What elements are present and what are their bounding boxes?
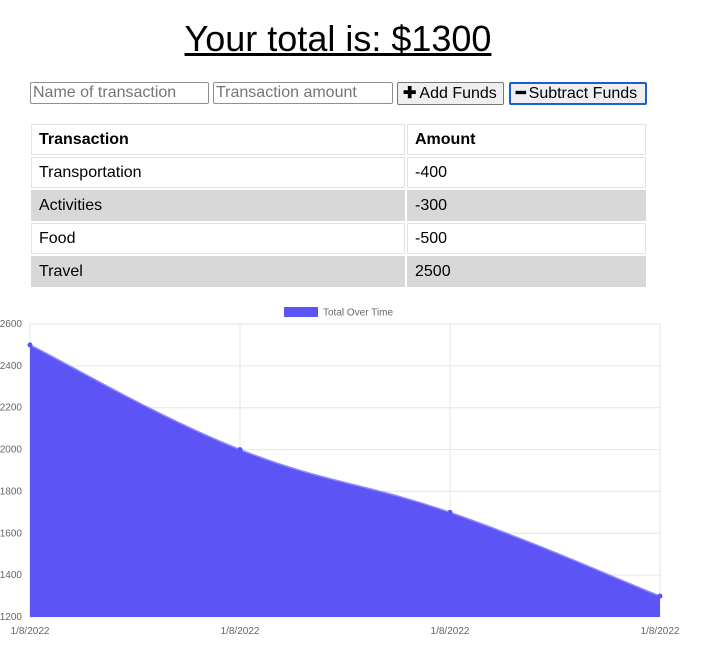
transaction-amount-input[interactable] bbox=[213, 82, 393, 104]
data-point bbox=[27, 342, 33, 348]
transaction-name-cell: Transportation bbox=[31, 157, 405, 188]
transaction-name-cell: Activities bbox=[31, 190, 405, 221]
y-tick-label: 1200 bbox=[0, 612, 22, 623]
transaction-name-cell: Food bbox=[31, 223, 405, 254]
series-area bbox=[30, 344, 660, 617]
subtract-funds-button[interactable]: ━ Subtract Funds bbox=[509, 82, 647, 105]
y-tick-label: 2000 bbox=[0, 445, 22, 456]
y-tick-label: 1400 bbox=[0, 570, 22, 581]
total-over-time-chart: 1200 1400 1600 1800 2000 2200 2400 2600 1/8/2022… bbox=[0, 307, 680, 637]
y-tick-label: 2200 bbox=[0, 403, 22, 414]
transaction-amount-cell: -500 bbox=[407, 223, 646, 254]
legend-swatch bbox=[284, 307, 318, 317]
column-header-transaction: Transaction bbox=[31, 124, 405, 155]
x-tick-label: 1/8/2022 bbox=[221, 626, 260, 637]
transaction-name-input[interactable] bbox=[30, 82, 209, 104]
column-header-amount: Amount bbox=[407, 124, 646, 155]
data-point bbox=[447, 509, 453, 515]
transaction-name-cell: Travel bbox=[31, 256, 405, 287]
y-tick-label: 2400 bbox=[0, 361, 22, 372]
transaction-amount-cell: -400 bbox=[407, 157, 646, 188]
minus-icon: ━ bbox=[516, 84, 526, 102]
x-tick-label: 1/8/2022 bbox=[641, 626, 680, 637]
x-tick-label: 1/8/2022 bbox=[431, 626, 470, 637]
table-row: Activities -300 bbox=[31, 190, 646, 221]
y-tick-label: 2600 bbox=[0, 319, 22, 330]
x-tick-label: 1/8/2022 bbox=[11, 626, 50, 637]
data-point bbox=[237, 447, 243, 453]
data-point bbox=[657, 593, 663, 599]
y-tick-label: 1800 bbox=[0, 486, 22, 497]
table-header-row: Transaction Amount bbox=[31, 124, 646, 155]
transaction-amount-cell: 2500 bbox=[407, 256, 646, 287]
transaction-amount-cell: -300 bbox=[407, 190, 646, 221]
table-row: Transportation -400 bbox=[31, 157, 646, 188]
table-row: Travel 2500 bbox=[31, 256, 646, 287]
table-row: Food -500 bbox=[31, 223, 646, 254]
plus-icon: ✚ bbox=[403, 84, 417, 102]
legend-label: Total Over Time bbox=[323, 308, 393, 319]
subtract-funds-label: Subtract Funds bbox=[528, 84, 638, 102]
add-funds-button[interactable]: ✚ Add Funds bbox=[397, 82, 504, 105]
series-line bbox=[29, 344, 661, 597]
page-title: Your total is: $1300 bbox=[184, 18, 492, 59]
add-funds-label: Add Funds bbox=[419, 84, 497, 102]
y-tick-label: 1600 bbox=[0, 528, 22, 539]
transactions-table: Transaction Amount Transportation -400 A… bbox=[29, 122, 648, 289]
